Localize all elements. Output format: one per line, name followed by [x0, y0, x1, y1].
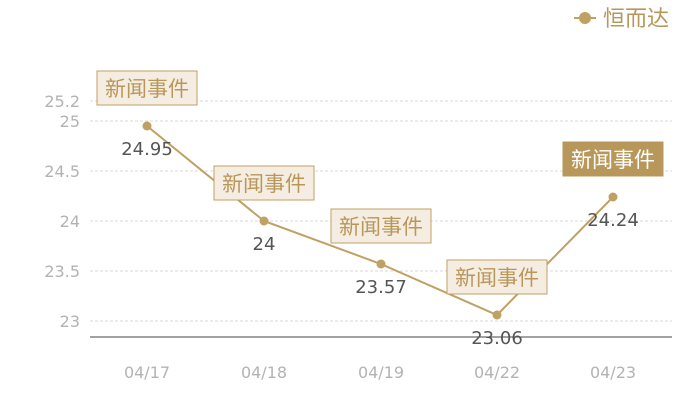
- data-point[interactable]: [259, 216, 269, 226]
- x-tick-label: 04/23: [590, 363, 636, 382]
- event-tag-box: [446, 259, 548, 295]
- data-point[interactable]: [492, 310, 502, 320]
- y-tick-label: 23.5: [44, 262, 80, 281]
- event-tag[interactable]: 新闻事件: [213, 165, 315, 201]
- y-tick-label: 24.5: [44, 162, 80, 181]
- legend[interactable]: 恒而达: [574, 7, 669, 32]
- event-tag-text: 新闻事件: [455, 266, 539, 290]
- x-tick-label: 04/19: [358, 363, 404, 382]
- event-tag[interactable]: 新闻事件: [562, 141, 664, 177]
- data-label: 24: [253, 234, 276, 255]
- x-tick-label: 04/22: [474, 363, 520, 382]
- data-label-layer: 24.95 24 23.57 23.06 24.24: [121, 139, 639, 349]
- event-tag-box: [213, 165, 315, 201]
- event-tag[interactable]: 新闻事件: [446, 259, 548, 295]
- event-tag-box: [96, 70, 198, 106]
- y-tick-label: 23: [60, 312, 80, 331]
- event-tag-text: 新闻事件: [339, 215, 423, 239]
- x-tick-label: 04/18: [241, 363, 287, 382]
- event-tag-box: [562, 141, 664, 177]
- event-tag-text: 新闻事件: [571, 148, 655, 172]
- data-point[interactable]: [376, 259, 386, 269]
- event-tag[interactable]: 新闻事件: [330, 208, 432, 244]
- data-point[interactable]: [608, 192, 618, 202]
- legend-series-name: 恒而达: [603, 7, 669, 32]
- event-tag[interactable]: 新闻事件: [96, 70, 198, 106]
- data-label: 24.95: [121, 139, 173, 160]
- data-label: 23.06: [471, 328, 523, 349]
- data-point[interactable]: [142, 121, 152, 131]
- event-tag-box: [330, 208, 432, 244]
- event-tag-text: 新闻事件: [105, 77, 189, 101]
- x-tick-label: 04/17: [124, 363, 170, 382]
- y-tick-label: 24: [60, 212, 80, 231]
- data-label: 24.24: [587, 210, 639, 231]
- data-label: 23.57: [355, 277, 407, 298]
- y-tick-label: 25: [60, 112, 80, 131]
- legend-series-marker: [579, 12, 591, 24]
- event-tag-text: 新闻事件: [222, 172, 306, 196]
- y-tick-label: 25.2: [44, 92, 80, 111]
